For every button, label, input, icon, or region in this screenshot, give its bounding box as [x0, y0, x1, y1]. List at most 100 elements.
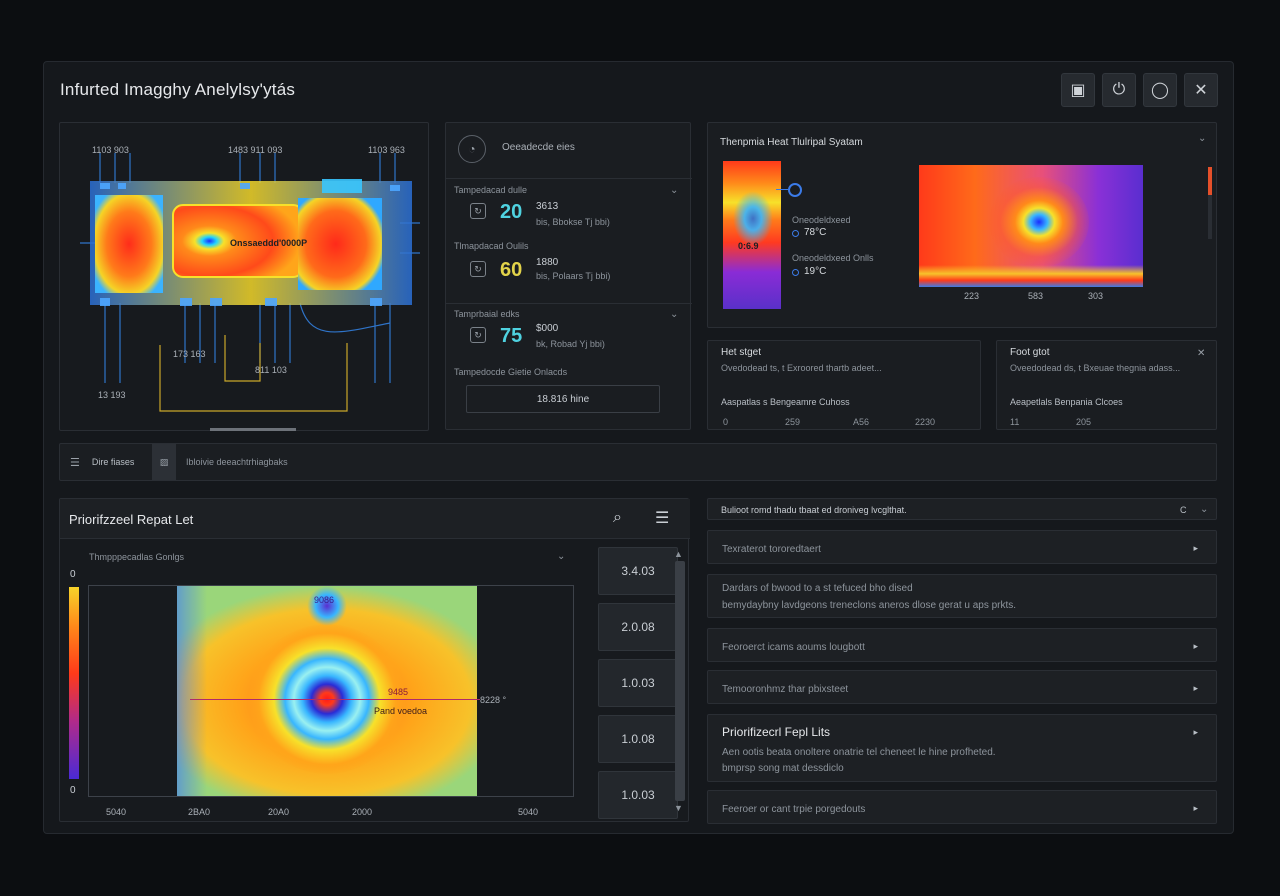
stat-3-value: 75 — [500, 325, 523, 347]
hotspot-right-title: Foot gtot — [1010, 347, 1050, 358]
readout-2-value: 19°C — [804, 266, 827, 277]
scroll-up-icon[interactable]: ▲ — [674, 549, 683, 559]
list-item[interactable]: Dardars of bwood to a st tefuced bho dis… — [707, 574, 1217, 618]
heatmap-label-right: 8228 ° — [480, 695, 507, 705]
hotspot-left-value: 0 — [723, 417, 729, 427]
thermal-system-title: Thenpmia Heat Tlulripal Syatam — [720, 137, 863, 148]
gauge-icon: ◔ — [458, 135, 486, 163]
color-scale-bar — [69, 587, 79, 779]
readout-1-value: 78°C — [804, 227, 827, 238]
scrollbar-thumb[interactable] — [675, 561, 685, 801]
list-chevron-icon[interactable]: ⌄ — [1200, 504, 1209, 515]
column-marker-label: 0:6.9 — [738, 241, 759, 251]
refresh-icon: ↻ — [470, 261, 486, 277]
chevron-right-icon: ▸ — [1193, 543, 1198, 553]
vertical-scrollbar[interactable] — [1208, 167, 1212, 239]
list-header-label: Bulioot romd thadu tbaat ed droniveg lvc… — [721, 505, 907, 515]
list-header: Bulioot romd thadu tbaat ed droniveg lvc… — [707, 498, 1217, 520]
stat-3-title: Tamprbaial edks — [454, 309, 520, 319]
thermal-system-panel: Thenpmia Heat Tlulripal Syatam ⌄ 0:6.9 O… — [707, 122, 1217, 328]
list-item[interactable]: Feeroer or cant trpie porgedouts ▸ — [707, 790, 1217, 824]
stat-1-chevron-icon[interactable]: ⌄ — [670, 185, 679, 196]
x-axis-tick: 2BA0 — [188, 807, 211, 817]
report-title: Priorifzzeel Repat Let — [69, 512, 194, 527]
list-item[interactable]: Feoroerct icams aoums lougbott ▸ — [707, 628, 1217, 662]
schematic-center-label: Onssaeddd'0000P — [230, 238, 308, 248]
hotspot-panel-left: Het stget Ovedodead ts, t Exroored thart… — [707, 340, 981, 430]
zoom-search-icon[interactable]: ⌕ — [613, 509, 622, 526]
panel-chevron-icon[interactable]: ⌄ — [1198, 133, 1207, 144]
window-layout-button[interactable]: ▣ — [1061, 73, 1095, 107]
stat-2-line2: bis, Polaars Tj bbi) — [536, 271, 611, 281]
power-button[interactable]: ⏻ — [1102, 73, 1136, 107]
list-item[interactable]: Temooronhmz thar pbixsteet ▸ — [707, 670, 1217, 704]
window-title: Infurted Imagghy Anelylsy'ytás — [60, 80, 296, 99]
stat-1-line2: bis, Bbokse Tj bbi) — [536, 217, 610, 227]
thermal-schematic-panel: 1103 903 1483 911 093 1103 963 Onssaeddd… — [59, 122, 429, 431]
x-axis-tick: 2000 — [352, 807, 373, 817]
close-icon[interactable]: ✕ — [1197, 348, 1206, 359]
scale-top-label: 0 — [70, 569, 76, 580]
stat-3-chevron-icon[interactable]: ⌄ — [670, 309, 679, 320]
tab-dire-fiases[interactable]: ☰ Dire fiases — [60, 444, 152, 480]
x-axis-tick: 20A0 — [268, 807, 290, 817]
report-scrollbar[interactable] — [688, 549, 696, 819]
scale-preset-button[interactable]: 1.0.03 — [598, 659, 678, 707]
heatmap-crosshair-line — [190, 699, 480, 700]
x-axis-tick: 5040 — [106, 807, 127, 817]
heatmap-frame — [88, 585, 574, 797]
report-dropdown[interactable]: Thmpppecadlas Gonlgs — [89, 552, 185, 562]
stat-1-value: 20 — [500, 201, 523, 223]
schematic-label-bottom-far-left: 13 193 — [98, 390, 126, 400]
circle-icon: ◯ — [1151, 82, 1169, 99]
close-button[interactable]: ✕ — [1184, 73, 1218, 107]
tab-bar: ☰ Dire fiases ▨ Ibloivie deeachtrhiagbak… — [59, 443, 1217, 481]
stat-2-value: 60 — [500, 259, 523, 281]
hotspot-panel-right: Foot gtot ✕ Oveedodead ds, t Bxeuae theg… — [996, 340, 1217, 430]
marker-ring-icon — [788, 183, 802, 197]
image-icon[interactable]: ▨ — [152, 444, 176, 480]
readout-1-label: Oneodeldxeed — [792, 215, 851, 225]
stat-3-line2: bk, Robad Yj bbi) — [536, 339, 605, 349]
scroll-down-icon[interactable]: ▼ — [674, 803, 683, 813]
divider — [446, 303, 692, 304]
temperature-stats-panel: ◔ Oeeadecde eies Tampedacad dulle ⌄ ↻ 20… — [445, 122, 692, 430]
stat-2-line1: 1880 — [536, 257, 559, 268]
heatmap-label-top: 9086 — [314, 595, 335, 605]
stats-header: Oeeadecde eies — [502, 142, 575, 153]
schematic-label-bottom-left: 173 163 — [173, 349, 206, 359]
stat-2-title: Tlmapdacad Oulils — [454, 241, 529, 251]
power-icon: ⏻ — [1112, 81, 1126, 98]
refresh-icon: ↻ — [470, 327, 486, 343]
circuit-board-thermal-image — [80, 153, 420, 431]
close-icon: ✕ — [1194, 82, 1208, 99]
divider — [446, 178, 692, 179]
readout-2-label: Oneodeldxeed Onlls — [792, 253, 874, 263]
list-item-label: Temooronhmz thar pbixsteet — [722, 684, 849, 695]
dropdown-chevron-icon[interactable]: ⌄ — [557, 551, 566, 562]
list-item-label: Feoroerct icams aoums lougbott — [722, 642, 865, 653]
hotspot-right-desc: Oveedodead ds, t Bxeuae thegnia adass... — [1010, 363, 1181, 373]
hotspot-left-value: A56 — [853, 417, 870, 427]
hotspot-right-value: 205 — [1076, 417, 1092, 427]
menu-icon[interactable]: ☰ — [655, 510, 670, 527]
hotspot-left-sub: Aaspatlas s Bengeamre Cuhoss — [721, 397, 850, 407]
marker-line — [776, 189, 788, 190]
list-item[interactable]: Priorifizecrl Fepl Lits ▸ Aen ootis beat… — [707, 714, 1217, 782]
tab-label-secondary[interactable]: Ibloivie deeachtrhiagbaks — [186, 457, 288, 467]
hotspot-left-value: 2230 — [915, 417, 936, 427]
chevron-right-icon: ▸ — [1193, 803, 1198, 813]
list-item-label-2: Aen ootis beata onoltere onatrie tel che… — [722, 747, 996, 758]
scale-preset-button[interactable]: 1.0.08 — [598, 715, 678, 763]
map-axis-tick: 303 — [1088, 291, 1104, 301]
chevron-right-icon: ▸ — [1193, 641, 1198, 651]
list-item-label-2: bemydaybny lavdgeons treneclons aneros d… — [722, 600, 1017, 611]
duration-field[interactable]: 18.816 hine — [466, 385, 660, 413]
minimize-button[interactable]: ◯ — [1143, 73, 1177, 107]
schematic-label-top-left: 1103 903 — [92, 145, 129, 155]
list-item[interactable]: Texraterot tororedtaert ▸ — [707, 530, 1217, 564]
scale-preset-button[interactable]: 2.0.08 — [598, 603, 678, 651]
scale-preset-button[interactable]: 1.0.03 — [598, 771, 678, 819]
scale-preset-button[interactable]: 3.4.03 — [598, 547, 678, 595]
report-header — [60, 499, 690, 539]
